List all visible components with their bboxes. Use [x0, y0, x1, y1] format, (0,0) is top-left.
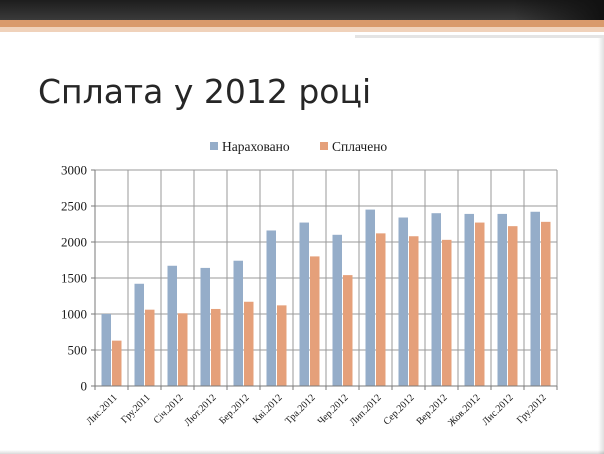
- legend-swatch-series-1: [210, 142, 218, 150]
- slide-title: Сплата у 2012 році: [38, 72, 372, 111]
- x-tick-label: Лис.2012: [480, 392, 515, 427]
- bar-series-2: [178, 313, 188, 386]
- x-tick-label: Гру.2012: [515, 392, 549, 426]
- y-tick-label: 1500: [61, 271, 87, 286]
- x-tick-label: Тра.2012: [283, 392, 317, 426]
- y-tick-label: 1000: [61, 307, 87, 322]
- x-tick-label: Вер.2012: [415, 392, 450, 427]
- x-tick-label: Лют.2012: [182, 392, 218, 428]
- legend-label-series-2: Сплачено: [332, 139, 387, 154]
- bar-series-1: [299, 222, 309, 386]
- bar-series-2: [508, 226, 518, 386]
- bar-series-1: [497, 213, 507, 386]
- bar-series-1: [233, 260, 243, 386]
- legend-swatch-series-2: [320, 142, 328, 150]
- y-tick-label: 500: [68, 343, 88, 358]
- bar-series-2: [376, 233, 386, 386]
- accent-stripe: [0, 20, 604, 27]
- y-tick-label: 3000: [61, 163, 87, 178]
- x-tick-label: Лис.2011: [84, 392, 119, 427]
- y-tick-label: 0: [81, 379, 88, 394]
- accent-stripe-thin: [355, 35, 604, 38]
- x-tick-label: Січ.2012: [152, 392, 186, 426]
- x-tick-label: Сер.2012: [381, 392, 416, 427]
- top-decorative-bar: [0, 0, 604, 20]
- bar-series-2: [277, 305, 287, 386]
- accent-stripe-light: [0, 27, 604, 32]
- bar-series-1: [167, 265, 177, 386]
- bar-series-1: [431, 213, 441, 386]
- y-tick-label: 2000: [61, 235, 87, 250]
- top-bar-shade: [514, 0, 604, 20]
- y-tick-label: 2500: [61, 199, 87, 214]
- bar-series-1: [101, 314, 111, 386]
- x-tick-label: Лип.2012: [348, 392, 384, 428]
- bar-series-2: [409, 236, 419, 386]
- x-tick-label: Кві.2012: [251, 392, 285, 426]
- legend-label-series-1: Нараховано: [222, 139, 290, 154]
- right-edge-shadow: [598, 38, 604, 454]
- bar-series-2: [112, 340, 122, 386]
- bar-series-2: [541, 221, 551, 386]
- bar-series-1: [332, 234, 342, 386]
- bar-series-1: [266, 230, 276, 386]
- bar-series-2: [145, 309, 155, 386]
- x-tick-label: Гру.2011: [119, 392, 152, 425]
- bar-series-2: [475, 222, 485, 386]
- bar-series-2: [310, 256, 320, 386]
- x-tick-label: Жов.2012: [446, 392, 483, 429]
- bar-series-1: [398, 217, 408, 386]
- bar-series-1: [365, 209, 375, 386]
- bar-series-1: [200, 267, 210, 386]
- bar-series-2: [244, 301, 254, 386]
- bottom-edge-shadow: [0, 450, 604, 454]
- bar-series-2: [442, 239, 452, 386]
- bar-series-1: [464, 213, 474, 386]
- bar-series-2: [211, 308, 221, 386]
- x-tick-label: Бер.2012: [217, 392, 251, 426]
- x-tick-label: Чер.2012: [316, 392, 351, 427]
- bar-series-1: [134, 283, 144, 386]
- bar-series-1: [530, 211, 540, 386]
- bar-series-2: [343, 275, 353, 386]
